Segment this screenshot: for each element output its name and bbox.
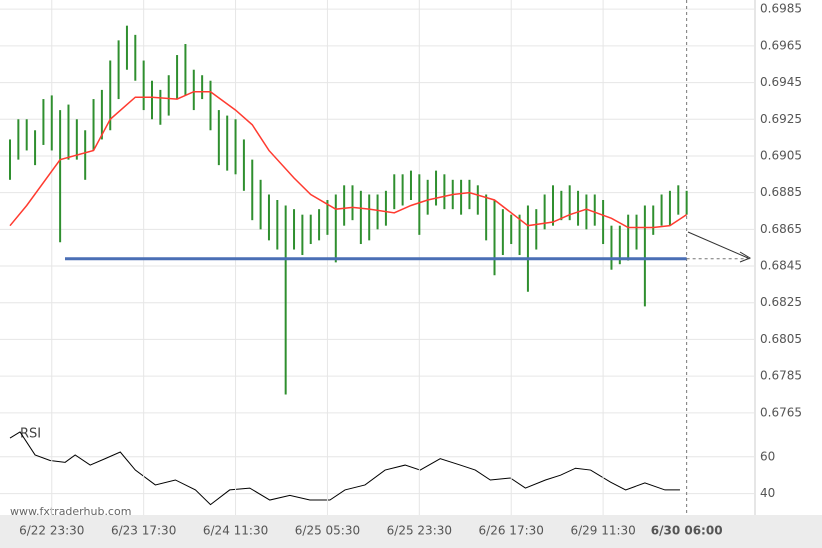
y-tick-label: 0.6965	[760, 38, 802, 52]
x-tick-label: 6/22 23:30	[19, 524, 84, 538]
y-tick-label: 0.6785	[760, 369, 802, 383]
x-tick-label: 6/23 17:30	[111, 524, 176, 538]
x-tick-label: 6/25 23:30	[387, 524, 452, 538]
x-tick-label: 6/30 06:00	[651, 524, 723, 538]
forecast-arrow	[687, 231, 752, 263]
moving-average	[9, 90, 688, 229]
y-tick-label: 0.6945	[760, 75, 802, 89]
y-tick-label: 0.6845	[760, 259, 802, 273]
rsi-line	[9, 431, 680, 506]
x-tick-label: 6/25 05:30	[295, 524, 360, 538]
y-tick-label: 60	[760, 449, 775, 463]
y-tick-label: 40	[760, 486, 775, 500]
x-tick-label: 6/24 11:30	[203, 524, 268, 538]
x-axis-band	[0, 515, 822, 548]
y-tick-label: 0.6865	[760, 222, 802, 236]
y-tick-label: 0.6925	[760, 112, 802, 126]
y-tick-label: 0.6885	[760, 185, 802, 199]
y-tick-label: 0.6805	[760, 332, 802, 346]
watermark: www.fxtraderhub.com	[10, 505, 131, 518]
rsi-label: RSI	[20, 427, 41, 442]
y-tick-label: 0.6765	[760, 405, 802, 419]
y-tick-label: 0.6985	[760, 2, 802, 16]
y-tick-label: 0.6825	[760, 295, 802, 309]
x-tick-label: 6/29 11:30	[570, 524, 635, 538]
y-tick-label: 0.6905	[760, 148, 802, 162]
x-tick-label: 6/26 17:30	[479, 524, 544, 538]
